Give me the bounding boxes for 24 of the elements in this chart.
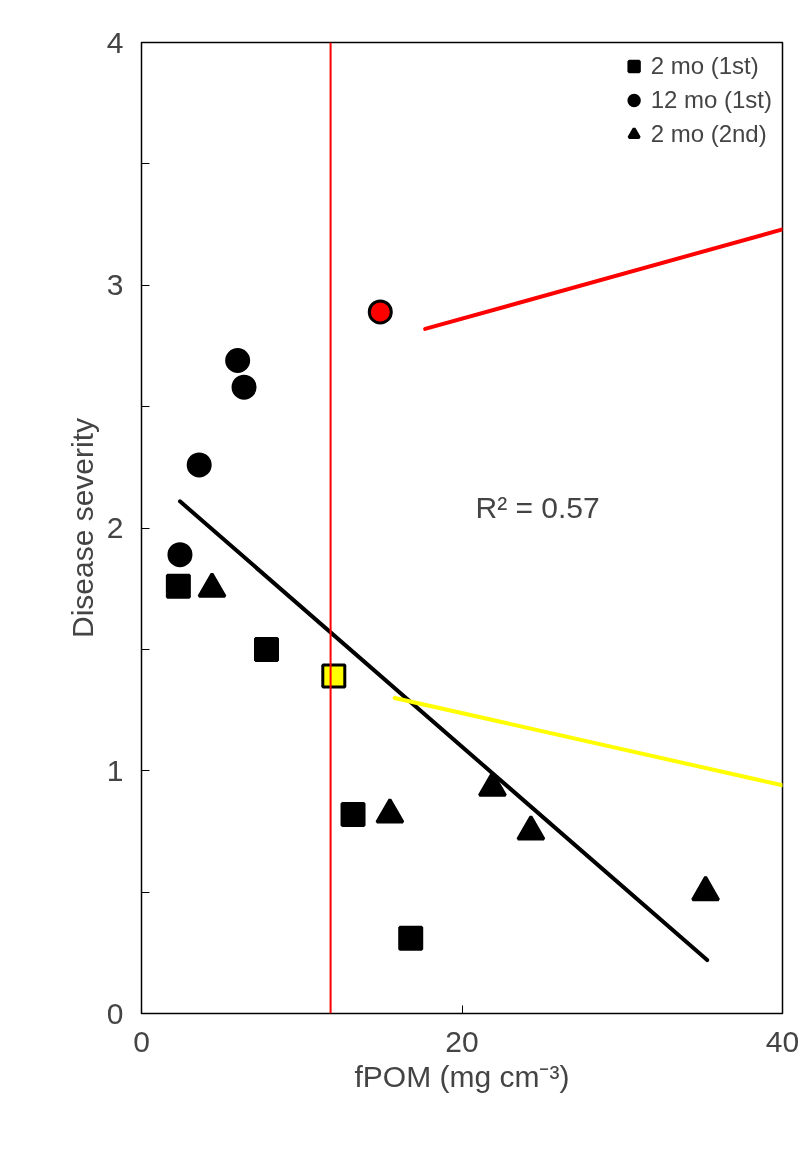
x-tick-label: 40 bbox=[765, 1024, 800, 1058]
point bbox=[340, 801, 366, 827]
y-tick-label: 3 bbox=[106, 268, 124, 302]
y-tick-label: 2 bbox=[106, 511, 124, 544]
point bbox=[321, 663, 347, 689]
y-tick-label: 4 bbox=[106, 25, 124, 59]
point bbox=[225, 348, 251, 373]
y-tick-label: 0 bbox=[106, 996, 124, 1030]
point bbox=[231, 374, 257, 400]
legend-label: 2 mo (2nd) bbox=[650, 120, 767, 148]
legend-label: 12 mo (1st) bbox=[650, 86, 772, 114]
legend-label: 2 mo (1st) bbox=[650, 52, 759, 80]
x-tick-label: 0 bbox=[133, 1024, 150, 1058]
point bbox=[398, 925, 424, 951]
point bbox=[165, 573, 191, 599]
point bbox=[253, 636, 279, 662]
point bbox=[367, 299, 393, 325]
y-tick-label: 1 bbox=[106, 753, 124, 787]
y-axis-title: Disease severity bbox=[65, 417, 99, 639]
point bbox=[167, 542, 193, 568]
point bbox=[186, 452, 212, 478]
annotation: R² = 0.57 bbox=[475, 490, 600, 524]
x-axis-title: fPOM (mg cm⁻³) bbox=[354, 1059, 570, 1093]
x-tick-label: 20 bbox=[445, 1024, 479, 1058]
